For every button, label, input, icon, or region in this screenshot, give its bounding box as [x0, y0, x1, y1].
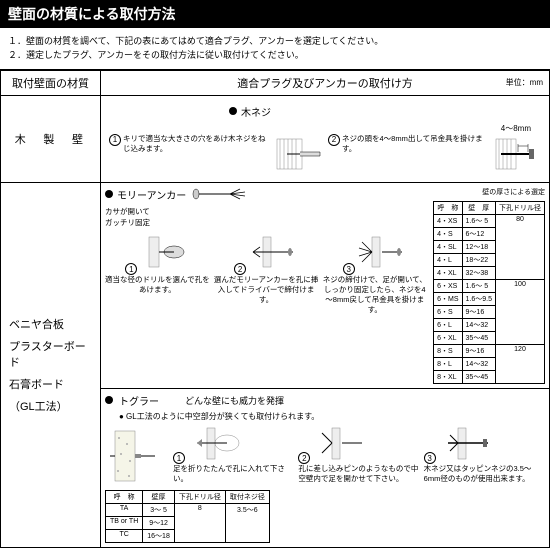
board-mat-2: プラスターボード	[9, 338, 92, 370]
molly-drill-illustration	[139, 232, 189, 272]
bullet-icon	[105, 396, 113, 404]
molly-th-drill: 下孔ドリル径	[496, 201, 545, 214]
toggler-wall-illustration	[105, 426, 165, 486]
table-row: TA3～ 583.5～6	[106, 503, 270, 516]
instruction-2: ２．選定したプラグ、アンカーをその取付方法に従い取付けてください。	[8, 48, 542, 62]
toggler-tagline: どんな壁にも威力を発揮	[185, 394, 284, 407]
molly-spec-block: 壁の厚さによる選定 呼 称 壁 厚 下孔ドリル径 4・XS1.6～ 5804・S…	[433, 187, 545, 384]
board-mat-4: （GL工法）	[9, 398, 92, 414]
toggler-th-drill: 下孔ドリル径	[174, 490, 225, 503]
molly-product-name: モリーアンカー	[117, 187, 186, 202]
toggler-s3-illustration	[438, 426, 493, 461]
molly-sub2: ガッチリ固定	[105, 217, 427, 228]
step-number-1: 1	[109, 134, 121, 146]
board-material-label: ベニヤ合板 プラスターボード 石膏ボード （GL工法）	[1, 182, 101, 547]
board-method-cell: モリーアンカー カサが開いて ガッチリ固定 1	[101, 182, 550, 547]
toggler-th-name: 呼 称	[106, 490, 143, 503]
toggler-s1-num: 1	[173, 452, 185, 464]
toggler-th-screw: 取付ネジ径	[225, 490, 269, 503]
molly-s3-num: 3	[343, 263, 355, 275]
molly-fix-illustration	[357, 232, 407, 272]
table-row: 6・XS1.6～ 5100	[434, 279, 545, 292]
bullet-icon	[229, 107, 237, 115]
toggler-s3-num: 3	[424, 452, 436, 464]
toggler-s1-text: 足を折りたたんで孔に入れて下さい。	[173, 464, 294, 484]
col-header-method-text: 適合プラグ及びアンカーの取付け方	[237, 78, 413, 90]
table-row: 8・S9～16120	[434, 344, 545, 357]
unit-label: 単位：mm	[506, 77, 543, 88]
molly-th-thick: 壁 厚	[462, 201, 495, 214]
toggler-s2-num: 2	[298, 452, 310, 464]
board-mat-3: 石膏ボード	[9, 376, 92, 392]
main-table: 取付壁面の材質 適合プラグ及びアンカーの取付け方 単位：mm 木 製 壁 木ネジ…	[0, 70, 550, 548]
toggler-th-thick: 壁厚	[143, 490, 175, 503]
molly-insert-illustration	[248, 232, 298, 272]
molly-s1-text: 適当な径のドリルを選んで孔をあけます。	[105, 275, 210, 295]
wood-material-label: 木 製 壁	[1, 95, 101, 182]
toggler-s2-illustration	[312, 426, 367, 461]
molly-spec-table: 呼 称 壁 厚 下孔ドリル径 4・XS1.6～ 5804・S6～124・SL12…	[433, 201, 545, 384]
toggler-s3-text: 木ネジ又はタッピンネジの3.5～6mm径のものが使用出来ます。	[424, 464, 545, 484]
instructions-block: １．壁面の材質を調べて、下記の表にあてはめて適合プラグ、アンカーを選定してくださ…	[0, 28, 550, 70]
molly-s2-text: 選んだモリーアンカーを孔に挿入してドライバーで締付けます。	[214, 275, 319, 304]
col-header-method: 適合プラグ及びアンカーの取付け方 単位：mm	[101, 70, 550, 95]
step-number-2: 2	[328, 134, 340, 146]
toggler-spec-table: 呼 称 壁厚 下孔ドリル径 取付ネジ径 TA3～ 583.5～6TB or TH…	[105, 490, 270, 543]
toggler-s2-text: 孔に差し込みピンのようなもので中空壁内で足を開かせて下さい。	[298, 464, 419, 484]
wood-step1-text: キリで適当な大きさの穴をあけ木ネジをねじ込みます。	[123, 134, 270, 154]
molly-anchor-icon	[190, 187, 250, 201]
molly-s3-text: ネジの締付けで、足が開いて、しっかり固定したら、ネジを4～8mm戻して吊金具を掛…	[322, 275, 427, 314]
bullet-icon	[105, 190, 113, 198]
wood-product-name: 木ネジ	[241, 104, 271, 119]
wood-drill-illustration	[272, 134, 322, 174]
toggler-note: ● GL工法のように中空部分が狭くても取付けられます。	[119, 411, 545, 422]
instruction-1: １．壁面の材質を調べて、下記の表にあてはめて適合プラグ、アンカーを選定してくださ…	[8, 34, 542, 48]
molly-sub1: カサが開いて	[105, 206, 427, 217]
wood-method-cell: 木ネジ 4～8mm 1 キリで適当な大きさの穴をあけ木ネジをねじ込みます。	[101, 95, 550, 182]
toggler-s1-illustration	[187, 426, 242, 461]
wood-step2-text: ネジの頭を4～8mm出して吊金具を掛けます。	[342, 134, 489, 154]
toggler-product-name: トグラー	[119, 393, 159, 408]
molly-s2-num: 2	[234, 263, 246, 275]
molly-s1-num: 1	[125, 263, 137, 275]
col-header-material: 取付壁面の材質	[1, 70, 101, 95]
molly-th-name: 呼 称	[434, 201, 462, 214]
table-row: 4・XS1.6～ 580	[434, 214, 545, 227]
wood-screw-illustration	[491, 134, 541, 174]
molly-spec-caption: 壁の厚さによる選定	[433, 187, 545, 197]
header-title: 壁面の材質による取付方法	[0, 0, 550, 28]
board-mat-1: ベニヤ合板	[9, 316, 92, 332]
wood-clearance-label: 4～8mm	[109, 123, 541, 134]
